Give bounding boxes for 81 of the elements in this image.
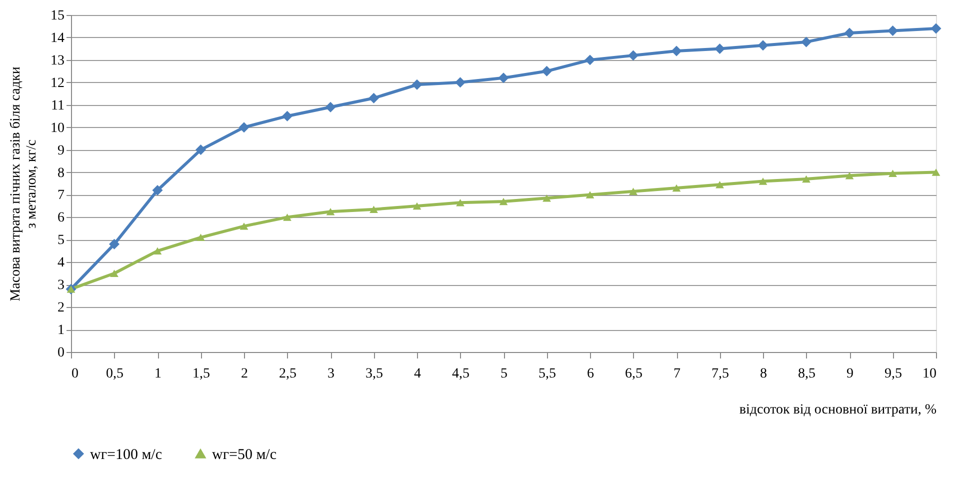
point [240,222,248,230]
point [499,198,508,206]
point [498,72,509,84]
y-tick-label: 4 [58,256,64,271]
y-tick-label: 0 [58,346,64,360]
x-tick-label: 1,5 [192,366,210,382]
x-tick-label: 1 [154,366,162,382]
x-tick-label: 6,5 [625,366,642,382]
y-tick-label: 5 [58,233,64,248]
x-tick-label: 8,5 [798,366,816,382]
y-tick-label: 15 [50,8,64,24]
point [930,23,942,34]
point [716,181,724,188]
x-axis-title: відсоток від основної витрати, % [739,402,937,418]
point [932,168,940,176]
point [110,270,118,277]
point [325,102,336,112]
y-tick-label: 6 [58,210,64,226]
point [109,238,120,250]
y-tick-label: 11 [51,98,64,114]
point [455,77,466,88]
point [672,184,681,192]
y-tick-label: 1 [58,323,64,338]
x-tick-label: 8 [760,366,767,382]
y-tick-label: 10 [50,120,64,136]
x-tick-label: 5,5 [538,366,556,382]
x-tick-label: 4,5 [452,366,470,382]
point [845,172,854,180]
x-tick-label: 3,5 [366,366,383,382]
point [844,28,855,38]
x-tick-label: 4 [414,366,421,382]
point [368,92,379,104]
x-tick-label: 10 [922,366,936,382]
y-tick-label: 12 [50,76,64,91]
point [888,25,898,36]
legend-label: wг=50 м/с [212,446,277,463]
point [326,208,335,216]
y-tick-label: 3 [58,278,64,294]
point [370,206,378,213]
x-tick-label: 9 [846,366,854,382]
point [196,234,205,242]
point [801,36,812,48]
point [584,54,596,66]
y-tick-label: 9 [58,143,64,158]
x-tick-label: 0,5 [106,366,124,382]
point [196,144,206,156]
y-tick-label: 13 [50,53,64,68]
x-tick-label: 3 [328,366,334,382]
point [152,184,163,196]
x-tick-label: 6 [587,366,594,382]
legend-label: wг=100 м/с [90,446,162,463]
y-tick-label: 14 [50,30,64,46]
x-tick-label: 9,5 [884,366,902,382]
x-tick-label: 7 [674,366,680,382]
point [671,46,682,56]
y-axis-title: Масова витрата пічних газів біля садки з металом, кг/с [8,66,40,302]
point [456,198,464,206]
point [153,247,162,255]
point [758,178,768,185]
point [758,40,768,51]
x-tick-label: 0 [72,366,78,382]
point [802,175,810,183]
point [283,214,292,221]
point [714,43,725,54]
point [282,110,292,122]
point [888,170,897,178]
point [542,66,552,76]
point [629,188,638,195]
y-tick-label: 2 [58,300,64,316]
x-tick-label: 7,5 [712,366,729,382]
point [542,194,551,202]
point [238,122,250,133]
point [412,79,422,90]
x-tick-label: 5 [500,366,508,382]
x-tick-label: 2 [241,366,248,382]
x-tick-label: 2,5 [279,366,296,382]
point [628,50,638,61]
y-tick-label: 7 [58,188,64,204]
y-tick-label: 8 [58,166,64,181]
point [586,191,594,198]
point [412,202,422,210]
